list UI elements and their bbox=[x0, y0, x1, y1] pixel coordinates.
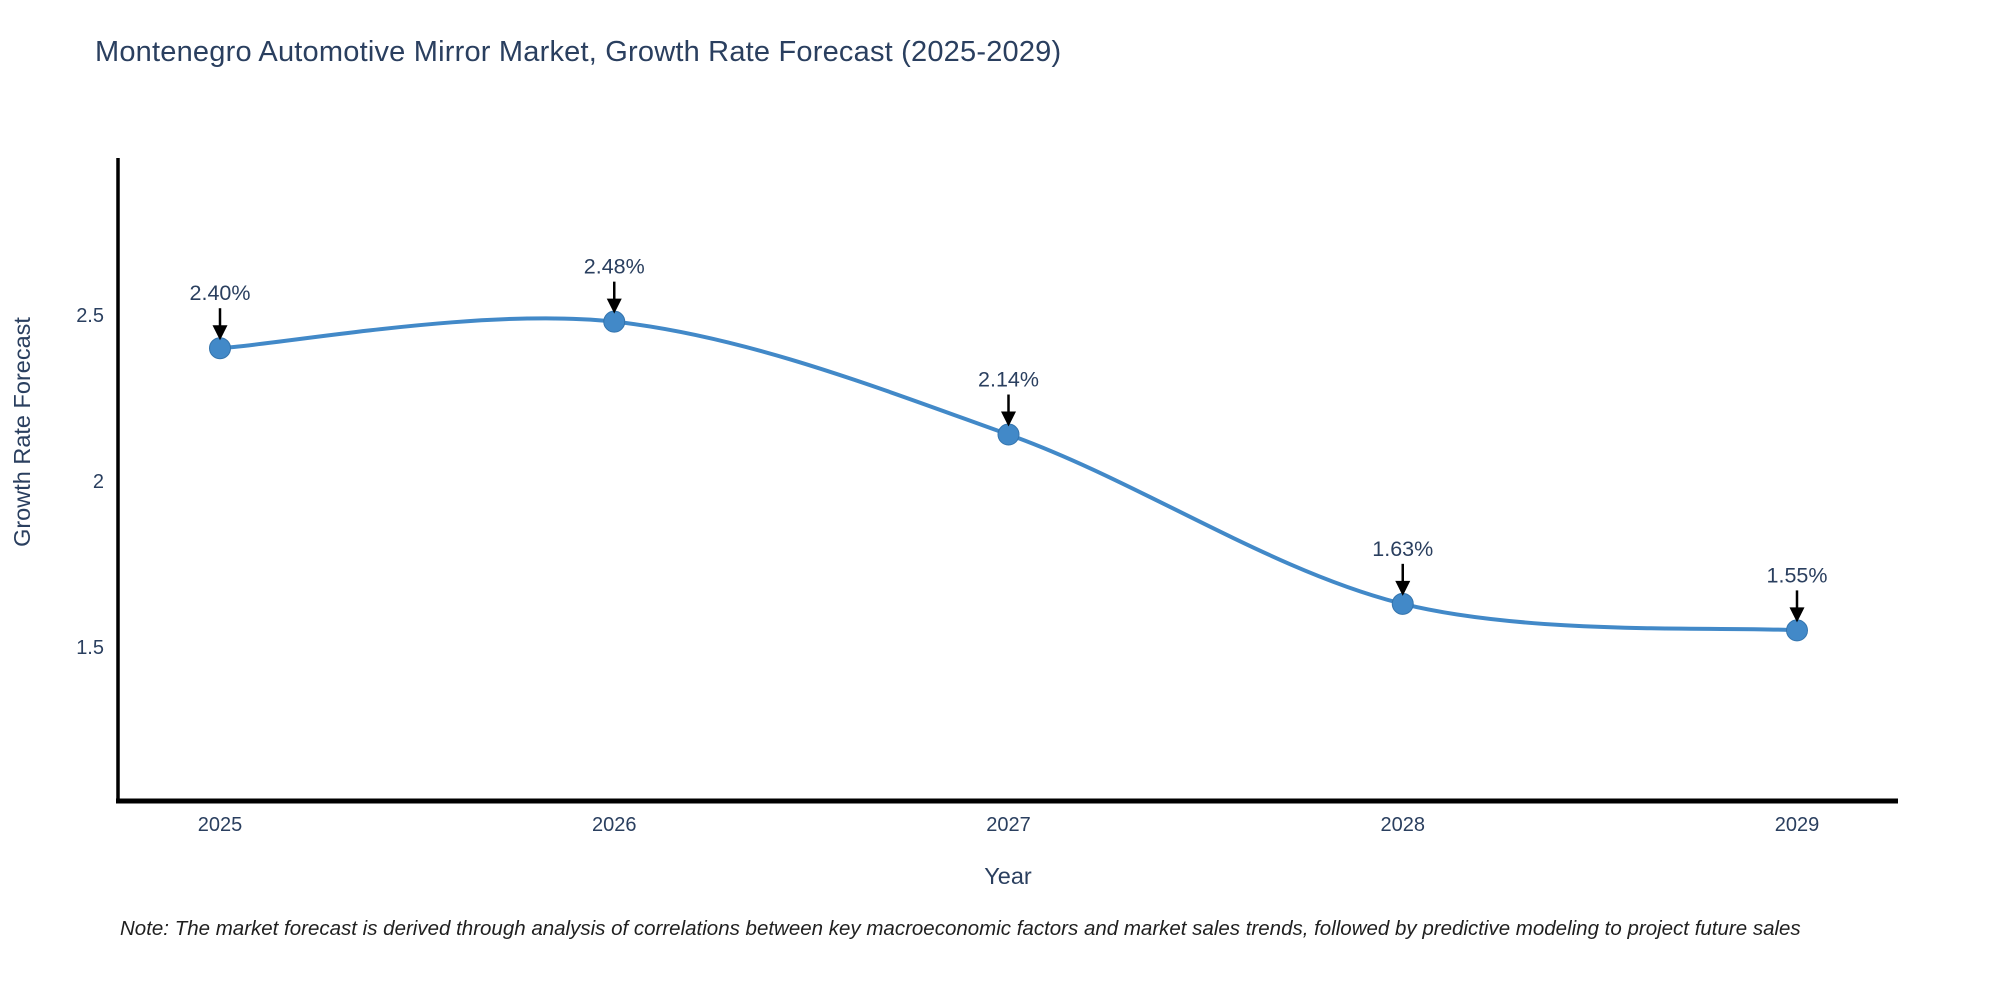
point-value-label: 2.40% bbox=[190, 281, 251, 305]
data-point-marker[interactable] bbox=[1786, 619, 1808, 642]
point-value-label: 1.55% bbox=[1767, 563, 1828, 587]
data-point-marker[interactable] bbox=[1391, 592, 1414, 615]
annotation-arrowhead-icon bbox=[212, 325, 228, 341]
data-point-marker[interactable] bbox=[997, 423, 1020, 446]
x-tick-label: 2029 bbox=[1775, 814, 1820, 836]
axis-ticks: 2025 2026 2027 2028 2029 2.5 2 1.5 bbox=[76, 305, 1819, 836]
data-markers bbox=[209, 310, 1808, 642]
y-tick-label: 1.5 bbox=[76, 637, 104, 659]
axes bbox=[116, 158, 1898, 804]
annotations: 2.40% 2.48% 2.14% 1.63% 1.55% bbox=[190, 255, 1828, 623]
x-tick-label: 2027 bbox=[986, 814, 1031, 836]
point-value-label: 2.48% bbox=[584, 255, 645, 279]
annotation-arrowhead-icon bbox=[1789, 607, 1805, 623]
x-axis-title: Year bbox=[984, 863, 1032, 889]
y-tick-label: 2.5 bbox=[76, 305, 104, 327]
series-line bbox=[218, 316, 1799, 633]
data-point-marker[interactable] bbox=[209, 337, 231, 360]
footnote: Note: The market forecast is derived thr… bbox=[120, 917, 1801, 940]
annotation-arrowhead-icon bbox=[1001, 411, 1016, 427]
x-tick-label: 2025 bbox=[198, 814, 243, 836]
y-tick-label: 2 bbox=[93, 471, 104, 493]
x-tick-label: 2026 bbox=[592, 814, 637, 836]
annotation-arrowhead-icon bbox=[1395, 580, 1411, 596]
chart-title: Montenegro Automotive Mirror Market, Gro… bbox=[95, 36, 1062, 68]
line-series bbox=[218, 316, 1799, 633]
y-axis-title: Growth Rate Forecast bbox=[9, 317, 35, 547]
point-value-label: 2.14% bbox=[978, 368, 1039, 392]
x-tick-label: 2028 bbox=[1381, 814, 1426, 836]
annotation-arrowhead-icon bbox=[606, 298, 622, 314]
point-value-label: 1.63% bbox=[1372, 537, 1433, 561]
data-point-marker[interactable] bbox=[603, 310, 626, 333]
